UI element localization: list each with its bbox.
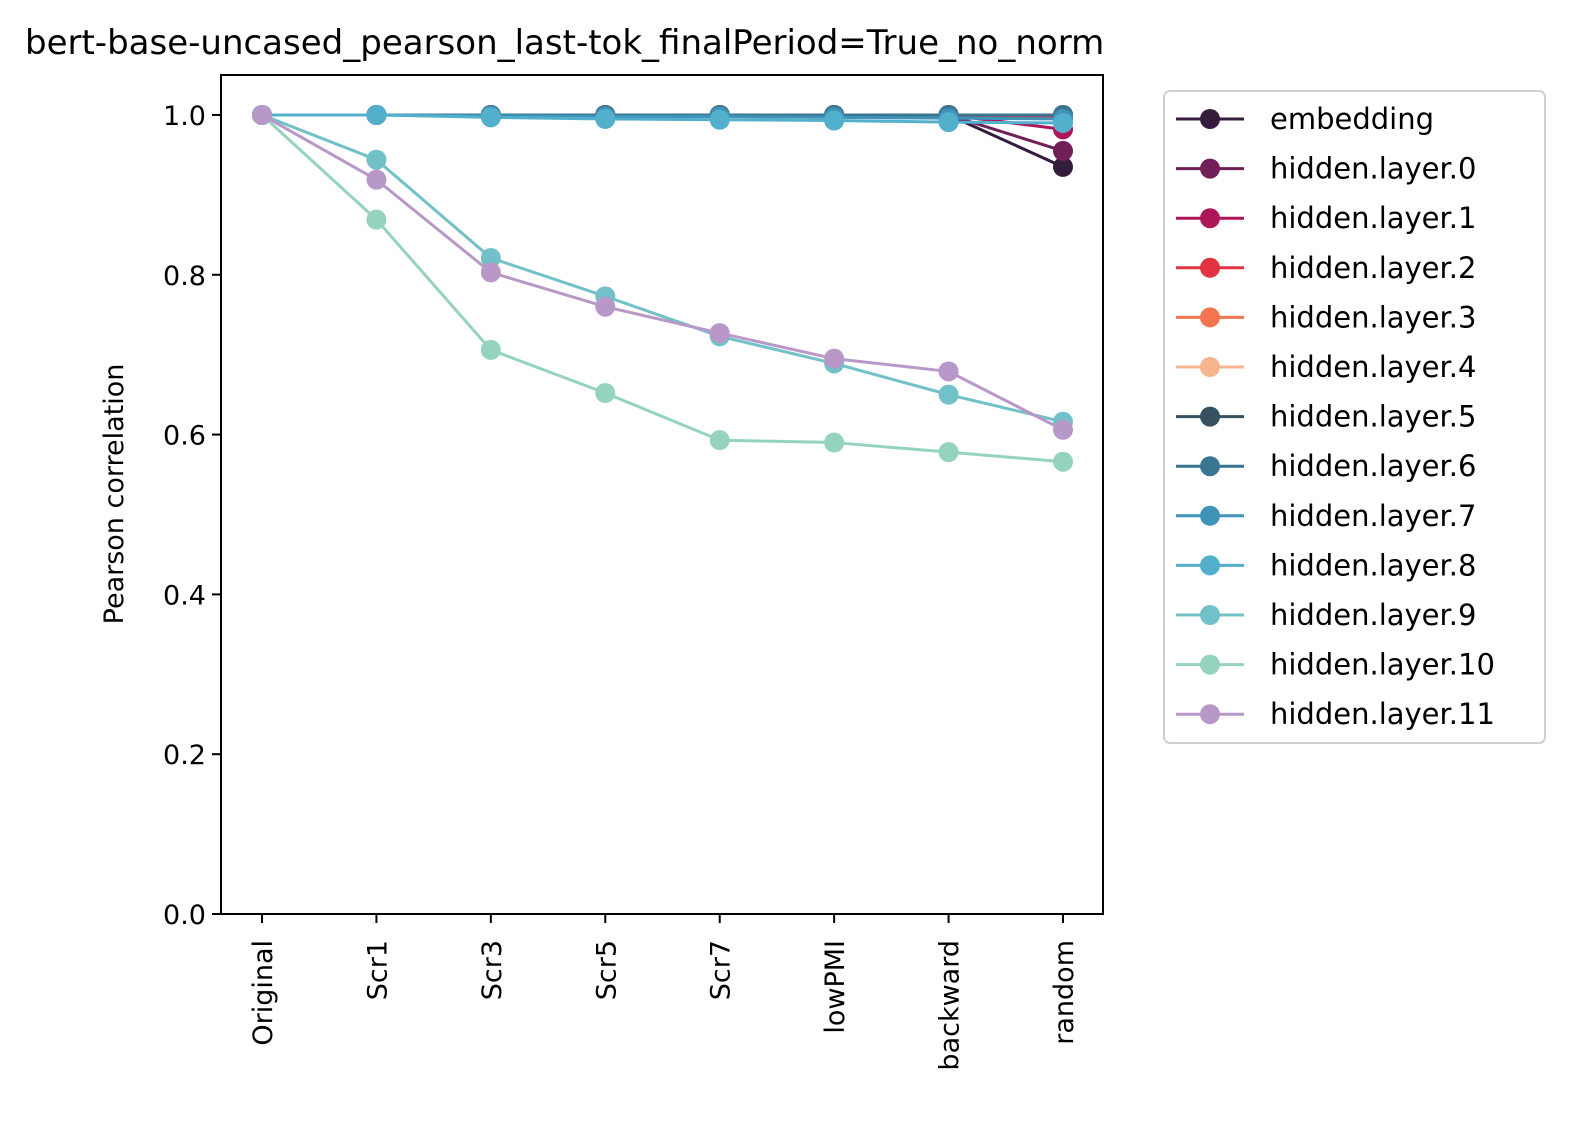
data-point xyxy=(1053,112,1073,133)
legend-marker xyxy=(1200,456,1220,477)
series-line xyxy=(262,113,1064,125)
legend-label: embedding xyxy=(1270,102,1434,136)
axes-frame xyxy=(220,74,1104,915)
legend-entry: hidden.layer.5 xyxy=(1176,400,1476,434)
y-tick-label: 0.2 xyxy=(163,740,206,771)
data-point xyxy=(252,104,272,125)
legend-marker xyxy=(1200,605,1220,625)
legend-marker xyxy=(1200,208,1220,229)
legend-entry: hidden.layer.4 xyxy=(1176,350,1476,384)
y-axis-label: Pearson correlation xyxy=(99,364,130,625)
legend-marker xyxy=(1200,109,1220,129)
series-hidden-layer-10 xyxy=(252,104,1073,472)
data-point xyxy=(480,107,501,128)
y-tick-label: 0.0 xyxy=(163,900,206,931)
legend-marker xyxy=(1200,158,1220,179)
legend-label: hidden.layer.4 xyxy=(1270,350,1476,384)
legend-label: hidden.layer.9 xyxy=(1270,598,1476,632)
y-tick-label: 0.6 xyxy=(163,421,206,452)
data-point xyxy=(366,104,387,125)
legend-label: hidden.layer.3 xyxy=(1270,300,1476,334)
y-tick-label: 0.8 xyxy=(163,261,206,292)
x-tick-label: Scr5 xyxy=(591,940,622,1000)
y-tick-label: 0.4 xyxy=(163,580,206,611)
data-point xyxy=(595,383,616,404)
series-line xyxy=(260,113,1064,464)
legend-entry: hidden.layer.3 xyxy=(1176,300,1476,334)
legend-entries: embedding hidden.layer.0 hidden.layer.1 hid… xyxy=(1176,102,1495,731)
data-point xyxy=(824,432,845,453)
legend-frame xyxy=(1163,90,1546,744)
x-tick-label: backward xyxy=(935,940,966,1071)
legend-marker xyxy=(1200,505,1220,526)
series-line xyxy=(261,113,1064,424)
x-tick-label: Scr3 xyxy=(477,940,508,1000)
legend-label: hidden.layer.8 xyxy=(1270,548,1476,582)
data-point xyxy=(366,169,387,190)
legend-entry: embedding xyxy=(1176,102,1434,136)
data-point xyxy=(709,109,730,130)
x-tick-label: random xyxy=(1049,940,1080,1045)
legend-entry: hidden.layer.9 xyxy=(1176,598,1476,632)
x-axis: Original Scr1 Scr3 Scr5 Scr7 lowPMI backward ra… xyxy=(248,914,1080,1071)
data-point xyxy=(709,430,730,451)
data-point xyxy=(1053,419,1073,440)
legend-marker xyxy=(1200,654,1220,675)
data-point xyxy=(366,149,387,170)
data-point xyxy=(938,442,959,463)
data-point xyxy=(480,262,501,283)
legend-label: hidden.layer.7 xyxy=(1270,499,1476,533)
x-tick-label: Scr7 xyxy=(706,940,737,1000)
series-hidden-layer-9 xyxy=(252,104,1073,432)
data-point xyxy=(938,384,959,405)
legend-entry: hidden.layer.2 xyxy=(1176,251,1476,285)
legend-label: hidden.layer.10 xyxy=(1270,648,1495,682)
data-point xyxy=(1053,451,1073,472)
legend-entry: hidden.layer.0 xyxy=(1176,152,1476,186)
data-point xyxy=(938,112,959,133)
legend-label: hidden.layer.11 xyxy=(1270,697,1495,731)
legend-label: hidden.layer.0 xyxy=(1270,152,1476,186)
legend-label: hidden.layer.5 xyxy=(1270,400,1476,434)
data-point xyxy=(480,247,501,268)
legend: embedding hidden.layer.0 hidden.layer.1 hid… xyxy=(1163,90,1546,744)
legend-entry: hidden.layer.1 xyxy=(1176,201,1476,235)
data-point xyxy=(480,339,501,360)
legend-label: hidden.layer.1 xyxy=(1270,201,1476,235)
data-point xyxy=(824,110,845,131)
series-hidden-layer-11 xyxy=(252,104,1073,440)
data-point xyxy=(709,323,730,344)
legend-marker xyxy=(1200,704,1220,725)
data-point xyxy=(366,209,387,230)
legend-marker xyxy=(1200,307,1220,328)
legend-entry: hidden.layer.6 xyxy=(1176,449,1476,483)
x-tick-label: Scr1 xyxy=(362,940,393,1000)
legend-label: hidden.layer.6 xyxy=(1270,449,1476,483)
legend-marker xyxy=(1200,357,1220,377)
plot-series xyxy=(252,104,1073,472)
data-point xyxy=(824,348,845,369)
data-point xyxy=(595,108,616,129)
series-line xyxy=(261,113,1064,432)
y-tick-label: 1.0 xyxy=(163,101,206,132)
y-axis: 0.0 0.2 0.4 0.6 0.8 1.0 xyxy=(163,101,221,931)
legend-label: hidden.layer.2 xyxy=(1270,251,1476,285)
data-point xyxy=(1053,156,1073,177)
data-point xyxy=(1053,140,1073,161)
x-tick-label: lowPMI xyxy=(820,940,851,1034)
legend-marker xyxy=(1200,257,1220,278)
x-tick-label: Original xyxy=(248,940,279,1046)
legend-marker xyxy=(1200,406,1220,427)
data-point xyxy=(938,361,959,382)
data-point xyxy=(595,296,616,317)
legend-entry: hidden.layer.10 xyxy=(1176,648,1495,682)
legend-entry: hidden.layer.11 xyxy=(1176,697,1495,731)
chart-title: bert-base-uncased_pearson_last-tok_final… xyxy=(25,23,1104,63)
legend-entry: hidden.layer.7 xyxy=(1176,499,1476,533)
legend-marker xyxy=(1200,555,1220,576)
legend-entry: hidden.layer.8 xyxy=(1176,548,1476,582)
